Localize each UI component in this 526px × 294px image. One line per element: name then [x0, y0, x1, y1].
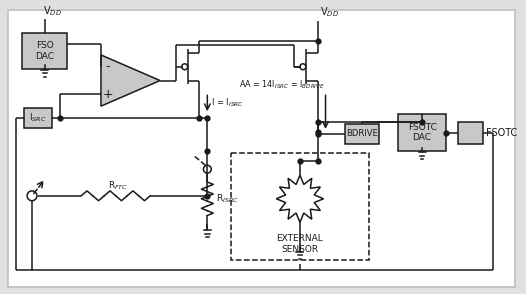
- FancyBboxPatch shape: [458, 122, 483, 143]
- FancyBboxPatch shape: [398, 114, 446, 151]
- FancyBboxPatch shape: [24, 108, 52, 128]
- FancyBboxPatch shape: [8, 10, 514, 288]
- Text: FSOTC: FSOTC: [486, 128, 518, 138]
- Text: BDRIVE: BDRIVE: [346, 129, 378, 138]
- Text: AA = 14I$_{ISRC}$ = I$_{BDRIVE}$: AA = 14I$_{ISRC}$ = I$_{BDRIVE}$: [239, 78, 325, 91]
- Text: V$_{DD}$: V$_{DD}$: [43, 4, 62, 18]
- Text: I = I$_{ISRC}$: I = I$_{ISRC}$: [211, 97, 244, 109]
- Text: I$_{SRC}$: I$_{SRC}$: [29, 112, 47, 124]
- Text: R$_{FTC}$: R$_{FTC}$: [108, 180, 128, 192]
- FancyBboxPatch shape: [345, 124, 379, 143]
- FancyBboxPatch shape: [22, 33, 67, 69]
- Text: R$_{ISRC}$: R$_{ISRC}$: [216, 193, 239, 205]
- Text: FSO
DAC: FSO DAC: [35, 41, 54, 61]
- Text: FSOTC
DAC: FSOTC DAC: [408, 123, 437, 143]
- Text: EXTERNAL
SENSOR: EXTERNAL SENSOR: [277, 234, 323, 254]
- Text: +: +: [103, 88, 113, 101]
- Text: -: -: [106, 60, 110, 73]
- Text: V$_{DD}$: V$_{DD}$: [320, 6, 339, 19]
- Polygon shape: [101, 55, 160, 106]
